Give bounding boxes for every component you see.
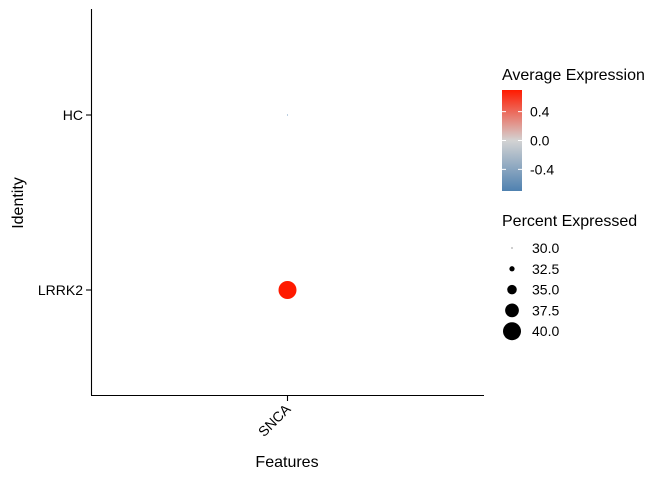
x-tick-label: SNCA	[255, 400, 294, 439]
color-legend-bar	[502, 90, 522, 191]
size-legend-label: 40.0	[532, 323, 559, 339]
y-axis-title: Identity	[10, 177, 27, 229]
size-legend-label: 37.5	[532, 302, 559, 318]
x-axis-title: Features	[255, 454, 318, 471]
dot-snca-hc	[287, 114, 288, 116]
size-legend-label: 32.5	[532, 261, 559, 277]
y-tick-label: HC	[63, 107, 83, 123]
dot-snca-lrrk2	[278, 281, 297, 299]
size-legend-dot	[505, 303, 519, 318]
size-legend-label: 30.0	[532, 240, 559, 256]
color-legend-title: Average Expression	[502, 67, 645, 84]
size-legend-dot	[503, 322, 521, 341]
size-legend-label: 35.0	[532, 282, 559, 298]
color-legend-tick-label: 0.0	[530, 133, 550, 149]
size-legend: 30.0 32.5 35.0 37.5 40.0	[503, 240, 559, 341]
size-legend-dot	[511, 247, 513, 249]
size-legend-dot	[507, 284, 517, 295]
dots	[278, 114, 297, 299]
size-legend-title: Percent Expressed	[502, 213, 637, 230]
x-ticks: SNCA	[255, 396, 294, 440]
y-tick-label: LRRK2	[38, 282, 83, 298]
color-legend-tick-label: -0.4	[530, 161, 554, 177]
y-ticks: HC LRRK2	[38, 107, 91, 298]
size-legend-dot	[509, 266, 515, 272]
color-legend-ticks: -0.4 0.0 0.4	[502, 104, 554, 177]
color-legend-tick-label: 0.4	[530, 104, 550, 120]
